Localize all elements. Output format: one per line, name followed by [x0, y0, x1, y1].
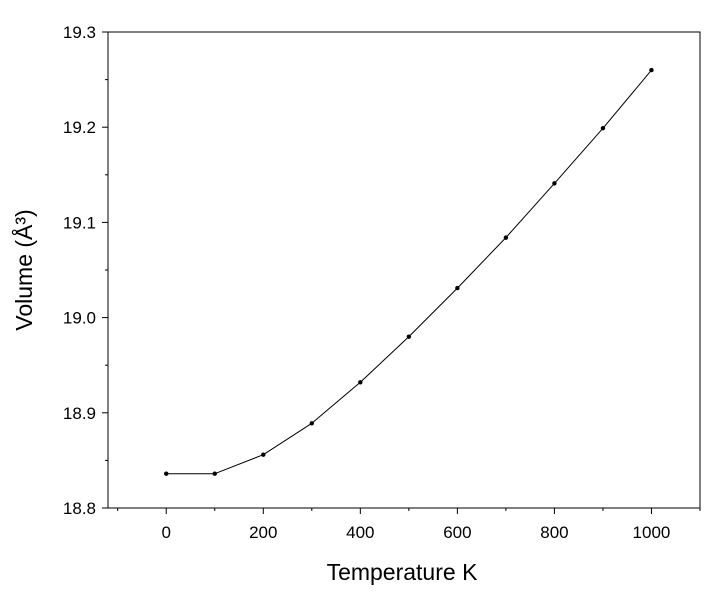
data-point: [406, 334, 412, 339]
data-point: [503, 235, 509, 240]
y-tick-label: 19.3: [63, 23, 96, 42]
data-point: [212, 471, 217, 476]
data-point: [164, 471, 169, 476]
y-axis-title: Volume (Å³): [10, 209, 37, 330]
x-tick-label: 400: [346, 523, 374, 542]
x-tick-label: 800: [540, 523, 568, 542]
y-tick-label: 19.0: [63, 309, 96, 328]
series-line: [166, 69, 652, 475]
x-axis-title: Temperature K: [327, 559, 479, 585]
data-point: [309, 421, 315, 426]
y-tick-label: 18.8: [63, 499, 96, 518]
data-point: [600, 125, 606, 131]
data-point: [358, 380, 363, 385]
data-point: [261, 452, 266, 457]
x-tick-label: 0: [161, 523, 170, 542]
x-tick-label: 200: [249, 523, 277, 542]
x-tick-label: 600: [443, 523, 471, 542]
data-point: [455, 285, 460, 291]
plot-frame: [107, 31, 701, 509]
x-tick-label: 1000: [633, 523, 671, 542]
y-axis-ticks: 18.8 18.9 19.0 19.1 19.2 19.3: [63, 23, 108, 518]
series-group: [164, 67, 654, 476]
x-axis-ticks: 0 200 400 600 800 1000: [117, 508, 701, 542]
y-tick-label: 19.2: [63, 118, 96, 137]
data-point: [552, 181, 557, 186]
data-point: [649, 67, 654, 73]
y-tick-label: 18.9: [63, 404, 96, 423]
y-tick-label: 19.1: [63, 213, 96, 232]
